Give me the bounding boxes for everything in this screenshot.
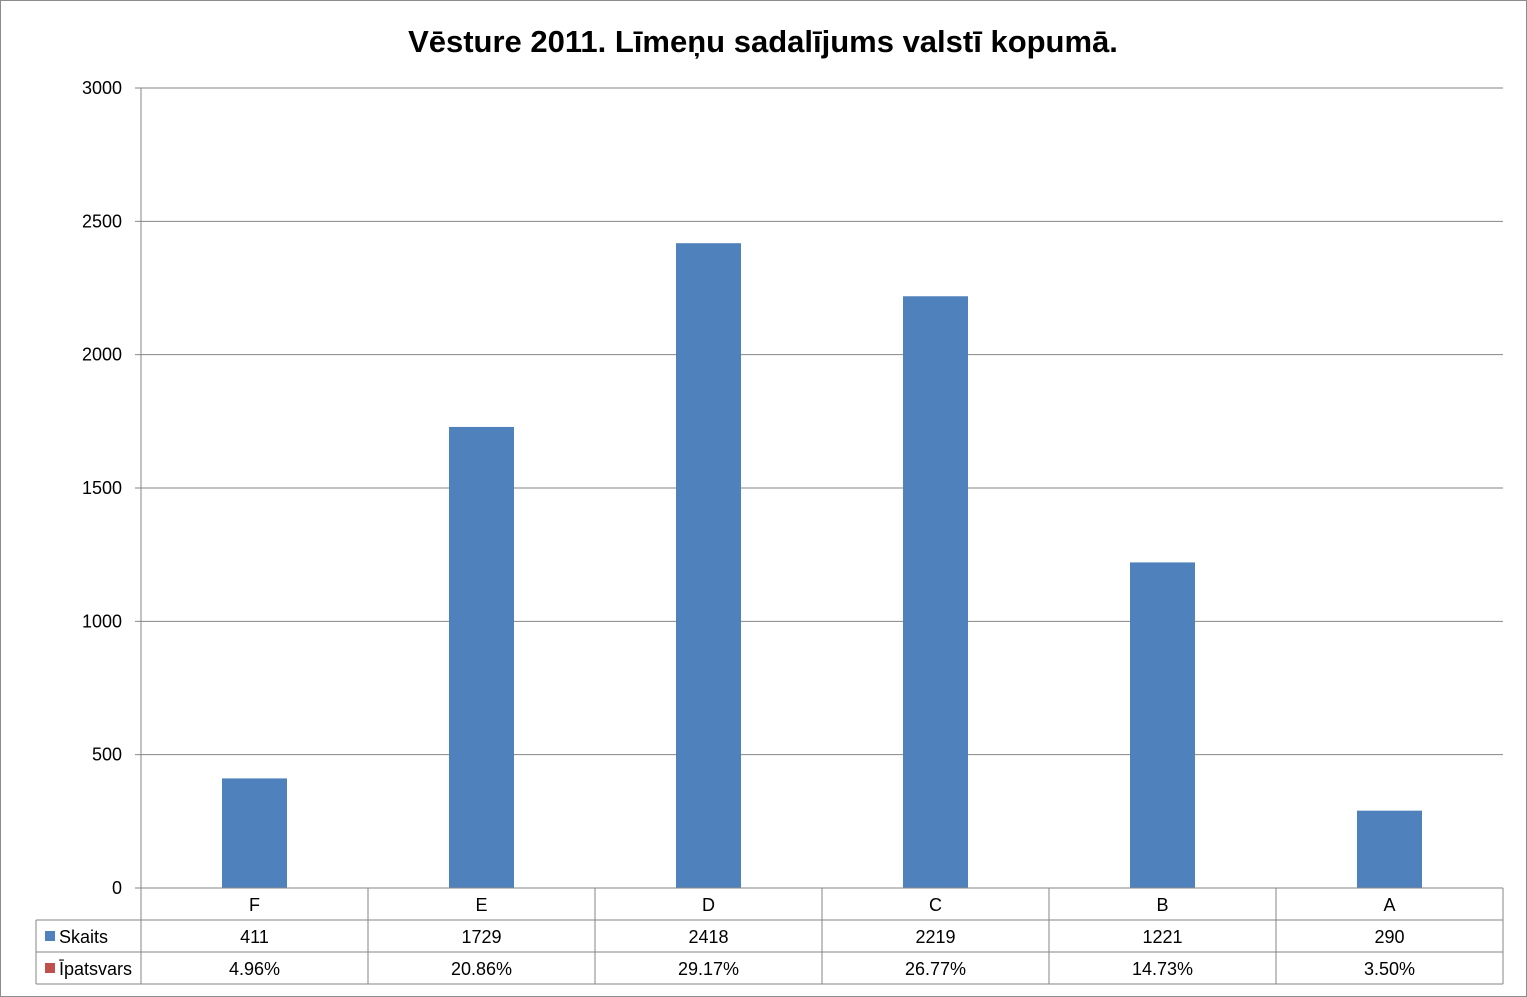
y-tick-label: 1500 <box>82 478 122 498</box>
category-label: A <box>1383 895 1395 915</box>
data-label: 411 <box>240 927 269 947</box>
data-label: 4.96% <box>229 959 280 979</box>
y-tick-label: 2500 <box>82 211 122 231</box>
bar-c <box>903 296 968 888</box>
data-label: 2219 <box>915 927 955 947</box>
legend-label: Skaits <box>59 927 108 947</box>
category-label: C <box>929 895 942 915</box>
data-label: 14.73% <box>1132 959 1193 979</box>
y-tick-label: 2000 <box>82 345 122 365</box>
category-label: E <box>475 895 487 915</box>
y-tick-label: 0 <box>112 878 122 898</box>
y-tick-label: 1000 <box>82 611 122 631</box>
data-label: 26.77% <box>905 959 966 979</box>
data-label: 1729 <box>461 927 501 947</box>
data-label: 3.50% <box>1364 959 1415 979</box>
data-label: 1221 <box>1142 927 1182 947</box>
legend-label: Īpatsvars <box>59 959 132 979</box>
bars <box>222 243 1422 888</box>
data-label: 20.86% <box>451 959 512 979</box>
bar-d <box>676 243 741 888</box>
category-label: F <box>249 895 260 915</box>
y-axis: 0 500 1000 1500 2000 2500 3000 <box>82 78 142 898</box>
bar-a <box>1357 810 1422 888</box>
data-table: F E D C B A Skaits 411 1729 2418 2219 1221 290 Īpatsv… <box>35 887 1504 985</box>
legend-key-skaits <box>45 931 55 941</box>
data-label: 2418 <box>688 927 728 947</box>
category-label: D <box>702 895 715 915</box>
gridlines <box>141 87 1503 756</box>
chart-title: Vēsture 2011. Līmeņu sadalījums valstī k… <box>408 24 1118 59</box>
data-label: 29.17% <box>678 959 739 979</box>
data-label: 290 <box>1374 927 1404 947</box>
y-tick-label: 500 <box>92 745 122 765</box>
bar-b <box>1130 562 1195 888</box>
category-label: B <box>1156 895 1168 915</box>
y-tick-label: 3000 <box>82 78 122 98</box>
legend-key-ipatsvars <box>45 963 55 973</box>
bar-f <box>222 778 287 888</box>
bar-e <box>449 426 514 888</box>
